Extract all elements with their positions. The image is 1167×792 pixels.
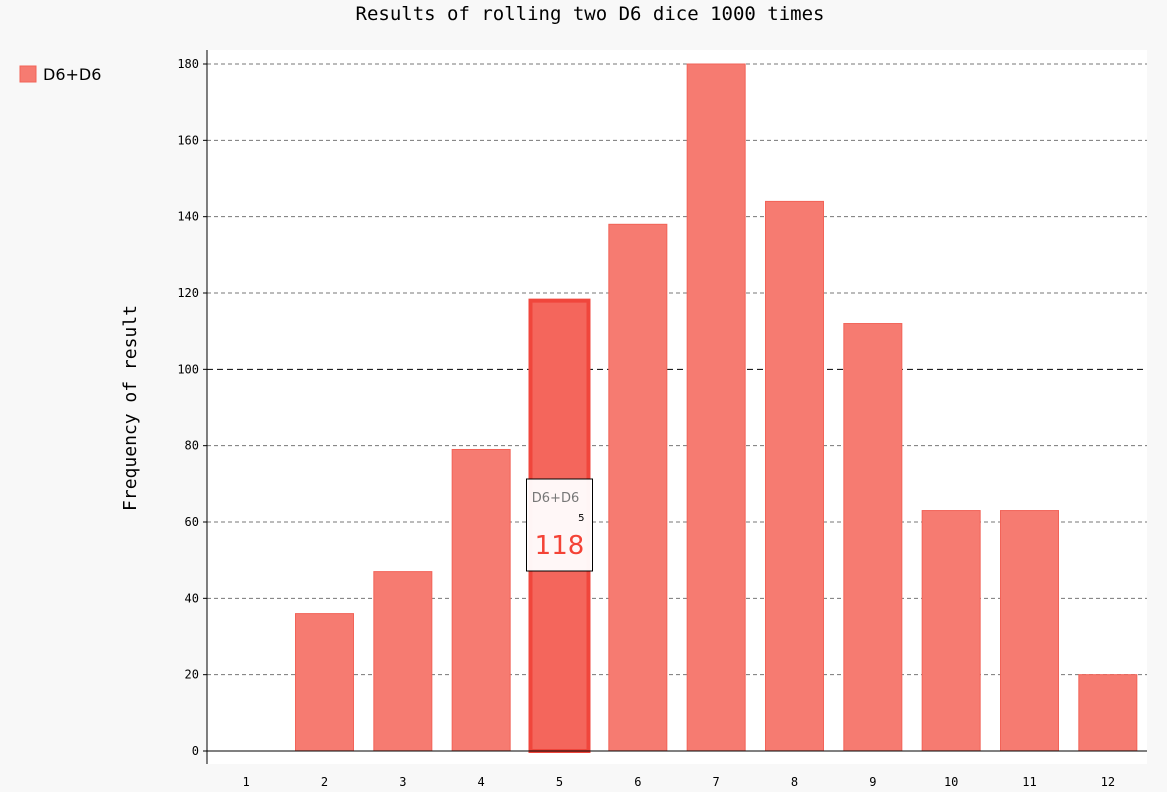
tooltip-series-label: D6+D6 bbox=[532, 491, 579, 506]
x-tick-label-6: 6 bbox=[634, 775, 641, 789]
y-tick-label-40: 40 bbox=[185, 591, 199, 605]
bar-10[interactable] bbox=[921, 510, 981, 752]
legend[interactable]: D6+D6 bbox=[19, 65, 101, 84]
y-tick-label-100: 100 bbox=[177, 362, 199, 376]
bar-2[interactable] bbox=[295, 613, 354, 752]
chart-title: Results of rolling two D6 dice 1000 time… bbox=[356, 3, 825, 25]
y-tick-labels: 0 20 40 60 80 100 120 140 160 180 bbox=[177, 57, 207, 758]
y-tick-label-160: 160 bbox=[177, 133, 199, 147]
plot-background bbox=[207, 50, 1147, 764]
x-tick-label-1: 1 bbox=[243, 775, 250, 789]
x-tick-label-5: 5 bbox=[556, 775, 563, 789]
y-tick-label-180: 180 bbox=[177, 57, 199, 71]
y-axis-label: Frequency of result bbox=[120, 305, 141, 511]
x-tick-label-12: 12 bbox=[1101, 775, 1115, 789]
x-tick-label-3: 3 bbox=[399, 775, 406, 789]
bars bbox=[295, 63, 1138, 753]
bar-11[interactable] bbox=[1000, 510, 1059, 752]
x-tick-label-8: 8 bbox=[791, 775, 798, 789]
bar-3[interactable] bbox=[373, 571, 433, 752]
x-tick-label-4: 4 bbox=[478, 775, 485, 789]
x-tick-label-9: 9 bbox=[869, 775, 876, 789]
bar-8[interactable] bbox=[765, 200, 824, 752]
x-tick-label-10: 10 bbox=[944, 775, 958, 789]
bar-9[interactable] bbox=[843, 323, 903, 752]
y-tick-label-140: 140 bbox=[177, 210, 199, 224]
tooltip-value: 118 bbox=[535, 531, 585, 561]
grid-lines bbox=[207, 63, 1147, 676]
x-tick-labels: 1 2 3 4 5 6 7 8 9 10 11 12 bbox=[243, 775, 1116, 789]
tooltip-box bbox=[526, 478, 593, 572]
x-tick-label-11: 11 bbox=[1022, 775, 1036, 789]
tooltip-x-label: 5 bbox=[578, 513, 584, 524]
legend-label: D6+D6 bbox=[43, 65, 101, 84]
y-tick-label-20: 20 bbox=[185, 668, 199, 682]
x-tick-label-7: 7 bbox=[713, 775, 720, 789]
tooltip: D6+D6 5 118 bbox=[526, 478, 593, 572]
bar-7[interactable] bbox=[686, 63, 746, 752]
bar-4[interactable] bbox=[451, 448, 511, 752]
y-tick-label-0: 0 bbox=[192, 744, 199, 758]
y-tick-label-120: 120 bbox=[177, 286, 199, 300]
bar-12[interactable] bbox=[1078, 674, 1138, 752]
bar-6[interactable] bbox=[608, 223, 668, 752]
x-tick-label-2: 2 bbox=[321, 775, 328, 789]
y-tick-label-60: 60 bbox=[185, 515, 199, 529]
y-tick-label-80: 80 bbox=[185, 439, 199, 453]
legend-swatch bbox=[19, 65, 37, 83]
